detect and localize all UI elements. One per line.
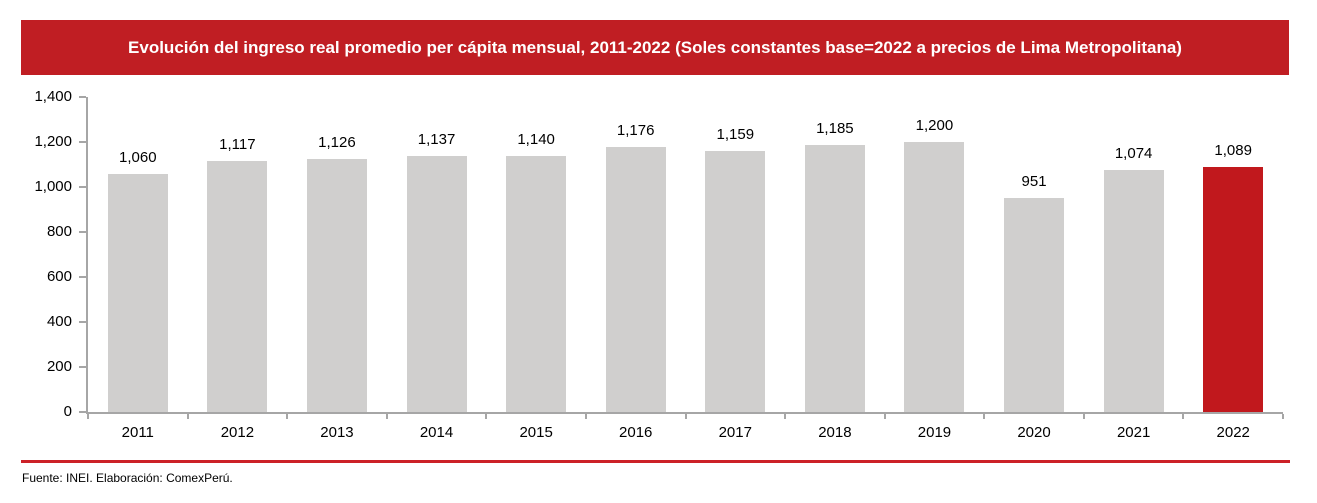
bar-2016 <box>605 147 666 412</box>
bar-value-label: 1,074 <box>1114 145 1153 163</box>
bar-value-label: 1,089 <box>1214 141 1252 159</box>
x-axis-label: 2019 <box>917 424 952 441</box>
bar-value-label: 1,200 <box>915 117 954 134</box>
bar-value-label: 1,060 <box>119 148 157 166</box>
bar-2020 <box>1004 198 1065 412</box>
bar-2018 <box>804 145 865 412</box>
chart-title-banner: Evolución del ingreso real promedio per … <box>21 20 1289 75</box>
x-axis-tick <box>1082 414 1085 419</box>
y-axis-tick <box>79 411 86 413</box>
y-axis-tick <box>79 186 86 188</box>
x-axis-label: 2011 <box>121 424 154 441</box>
bar-2017 <box>705 151 766 412</box>
x-axis-tick <box>883 414 886 419</box>
x-axis-label: 2016 <box>619 424 653 441</box>
y-axis-tick-label: 1,200 <box>34 133 72 150</box>
bar-2022 <box>1203 166 1264 412</box>
bar-value-label: 1,185 <box>816 120 854 138</box>
x-axis-tick <box>186 414 189 419</box>
y-axis-tick <box>79 96 86 98</box>
x-axis-label: 2017 <box>718 424 752 441</box>
bar-value-label: 1,159 <box>716 126 755 144</box>
bar-2015 <box>506 155 567 412</box>
x-axis-tick <box>385 414 388 419</box>
bar-value-label: 1,117 <box>219 135 256 153</box>
x-axis-label: 2012 <box>220 424 255 441</box>
x-axis-label: 2018 <box>818 424 852 441</box>
x-axis-tick <box>784 414 787 419</box>
source-note: Fuente: INEI. Elaboración: ComexPerú. <box>22 471 233 485</box>
x-axis-label: 2015 <box>519 424 553 441</box>
y-axis-line <box>86 97 88 414</box>
bar-2011 <box>107 173 168 412</box>
bar-value-label: 951 <box>1021 173 1047 191</box>
x-axis-tick <box>87 414 89 419</box>
y-axis-tick-label: 1,000 <box>34 178 72 195</box>
x-axis-tick <box>286 414 289 419</box>
bar-2021 <box>1103 170 1164 412</box>
x-axis-label: 2021 <box>1116 424 1151 441</box>
y-axis-tick <box>79 141 86 143</box>
footer-divider <box>21 460 1290 463</box>
x-axis-tick <box>1182 414 1185 419</box>
y-axis-tick <box>79 366 86 368</box>
y-axis-tick <box>79 321 86 323</box>
x-axis-line <box>86 412 1283 414</box>
x-axis-label: 2014 <box>419 424 454 441</box>
x-axis-label: 2020 <box>1017 424 1051 441</box>
chart-title: Evolución del ingreso real promedio per … <box>128 37 1182 57</box>
y-axis-tick-label: 400 <box>46 313 72 330</box>
y-axis-tick <box>79 231 86 233</box>
bar-2014 <box>406 156 467 412</box>
y-axis-tick-label: 0 <box>63 403 72 420</box>
y-axis-tick-label: 800 <box>46 223 72 240</box>
bar-value-label: 1,140 <box>517 130 555 148</box>
x-axis-label: 2022 <box>1216 424 1250 441</box>
x-axis-tick <box>485 414 488 419</box>
bar-value-label: 1,137 <box>417 131 456 149</box>
bar-value-label: 1,176 <box>616 122 655 140</box>
y-axis-tick-label: 200 <box>46 358 72 375</box>
y-axis-tick-label: 1,400 <box>34 88 72 105</box>
bar-2012 <box>207 160 268 412</box>
x-axis-tick <box>584 414 587 419</box>
bar-2019 <box>904 142 965 412</box>
bar-value-label: 1,126 <box>318 133 356 151</box>
x-axis-label: 2013 <box>320 424 354 441</box>
x-axis-tick <box>983 414 986 419</box>
y-axis-tick-label: 600 <box>46 268 72 285</box>
y-axis-tick <box>79 276 86 278</box>
x-axis-tick <box>1282 414 1284 419</box>
x-axis-tick <box>684 414 687 419</box>
bar-2013 <box>306 158 367 412</box>
